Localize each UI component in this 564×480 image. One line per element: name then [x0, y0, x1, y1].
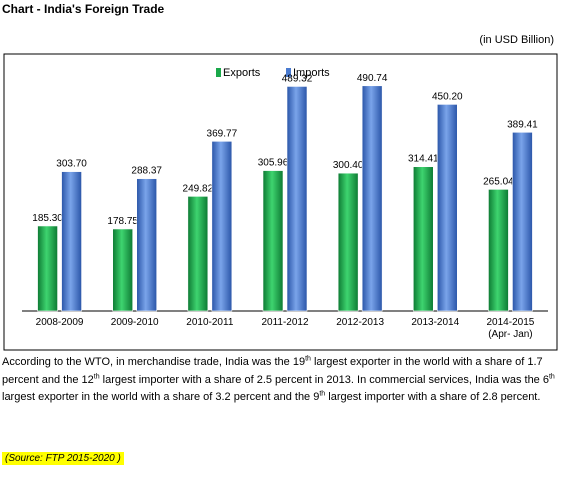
import-bar: [512, 131, 533, 312]
x-tick-label: 2011-2012: [261, 317, 309, 328]
trade-bar-chart: Exports Imports 185.30 303.70 2008-2009 178.…: [3, 53, 558, 351]
export-value-label: 185.30: [32, 213, 63, 224]
x-tick-label: 2008-2009: [36, 317, 84, 328]
paragraph-text: largest importer with a share of 2.5 per…: [99, 373, 549, 386]
source-note: (Source: FTP 2015-2020 ): [2, 452, 124, 465]
export-bar: [262, 170, 284, 312]
description-paragraph: According to the WTO, in merchandise tra…: [2, 354, 558, 407]
ordinal-suffix: th: [548, 372, 555, 380]
import-bar: [361, 85, 383, 312]
paragraph-text: largest importer with a share of 2.8 per…: [325, 391, 541, 403]
chart-frame: [3, 53, 558, 351]
ordinal-suffix: th: [93, 372, 100, 380]
import-value-label: 450.20: [432, 91, 463, 102]
import-bar: [136, 178, 158, 312]
legend-label-exports: Exports: [223, 67, 261, 79]
export-value-label: 178.75: [107, 216, 138, 227]
ordinal-suffix: th: [305, 355, 311, 363]
export-value-label: 265.04: [483, 176, 514, 187]
export-value-label: 300.40: [333, 160, 364, 171]
import-value-label: 490.74: [357, 73, 388, 84]
paragraph-text: largest exporter in the world with a sha…: [2, 356, 543, 386]
import-bar: [211, 141, 233, 312]
x-tick-label: 2013-2014: [411, 317, 459, 328]
x-tick-label: 2010-2011: [186, 317, 234, 328]
export-bar: [37, 225, 58, 312]
import-value-label: 288.37: [131, 166, 162, 177]
legend-swatch-imports: [286, 68, 291, 77]
import-value-label: 389.41: [507, 119, 538, 130]
import-value-label: 369.77: [207, 128, 238, 139]
import-value-label: 303.70: [56, 159, 87, 170]
ordinal-suffix: th: [319, 390, 326, 398]
unit-label: (in USD Billion): [479, 34, 554, 46]
export-value-label: 314.41: [408, 154, 439, 165]
export-value-label: 249.82: [183, 183, 214, 194]
chart-title: Chart - India's Foreign Trade: [2, 2, 165, 16]
chart-legend: Exports Imports: [216, 67, 330, 79]
paragraph-text: According to the WTO, in merchandise tra…: [2, 356, 306, 368]
legend-swatch-exports: [216, 68, 221, 77]
export-value-label: 305.96: [258, 158, 289, 169]
export-bar: [112, 228, 134, 312]
import-value-label: 489.32: [282, 73, 313, 84]
x-tick-label: 2012-2013: [336, 317, 384, 328]
paragraph-text: largest exporter in the world with a sha…: [2, 391, 320, 403]
import-bar: [286, 86, 308, 312]
legend-label-imports: Imports: [293, 67, 330, 79]
export-bar: [412, 166, 434, 312]
import-bar: [436, 104, 458, 312]
x-tick-label: 2009-2010: [111, 317, 159, 328]
export-bar: [337, 172, 359, 312]
x-tick-sublabel: (Apr- Jan): [488, 329, 532, 340]
export-bar: [187, 196, 209, 312]
x-tick-label: 2014-2015: [487, 317, 535, 328]
import-bar: [61, 171, 82, 312]
export-bar: [488, 189, 509, 312]
